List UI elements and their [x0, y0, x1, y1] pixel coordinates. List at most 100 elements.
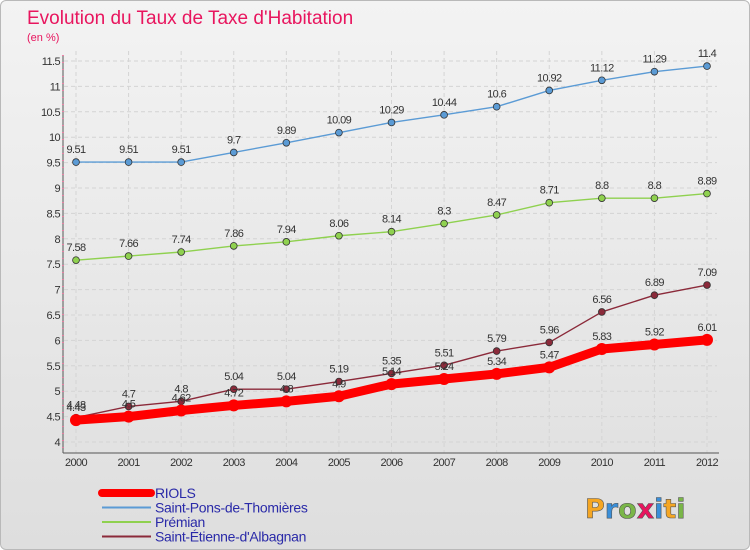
data-label: 8.89 [697, 176, 716, 188]
data-label: 7.58 [66, 242, 85, 254]
data-point [648, 338, 661, 351]
data-point [703, 62, 711, 70]
data-point [335, 128, 343, 137]
data-point [70, 414, 82, 427]
data-point [703, 281, 711, 289]
data-point [490, 367, 503, 380]
x-tick-label: 2007 [433, 457, 456, 469]
data-point [335, 231, 343, 240]
x-tick-label: 2012 [696, 457, 719, 469]
data-label: 9.51 [66, 144, 85, 156]
data-point [282, 238, 291, 246]
data-label: 8.3 [437, 206, 451, 218]
data-label: 8.06 [329, 218, 348, 230]
y-tick-label: 7.5 [47, 259, 61, 271]
brand-letter: x [637, 494, 654, 525]
data-label: 5.35 [382, 355, 401, 367]
data-point [229, 385, 238, 393]
data-label: 4.43 [66, 402, 85, 414]
data-point [492, 211, 501, 219]
y-tick-label: 6.5 [47, 310, 61, 322]
x-tick-label: 2009 [538, 457, 561, 469]
data-label: 5.24 [435, 361, 454, 373]
brand-letter: t [663, 494, 676, 525]
data-label: 11.12 [590, 62, 614, 74]
y-tick-label: 11.5 [42, 56, 61, 68]
brand-logo: Proxiti [585, 494, 686, 526]
data-label: 8.8 [648, 180, 662, 192]
data-point [385, 378, 398, 391]
x-tick-label: 2004 [275, 457, 298, 469]
data-label: 5.04 [277, 371, 296, 383]
data-point [282, 385, 291, 393]
data-label: 4.8 [280, 383, 294, 395]
brand-letter: r [605, 494, 619, 525]
data-point [177, 248, 185, 256]
data-label: 5.47 [540, 349, 559, 361]
data-point [701, 333, 713, 346]
data-label: 4.62 [172, 393, 191, 405]
y-tick-label: 8 [54, 234, 60, 246]
data-point [229, 148, 238, 157]
data-point [703, 189, 711, 198]
data-point [177, 158, 185, 166]
data-label: 7.66 [119, 238, 138, 250]
data-label: 4.8 [174, 383, 188, 395]
data-label: 4.72 [224, 387, 243, 399]
data-point [335, 377, 343, 386]
data-point [124, 402, 133, 411]
data-label: 4.48 [66, 400, 85, 412]
data-label: 10.09 [327, 115, 352, 127]
axes: 44.555.566.577.588.599.51010.51111.52000… [41, 55, 719, 469]
data-label: 10.29 [379, 104, 404, 116]
data-point [492, 102, 501, 111]
data-label: 9.51 [119, 144, 138, 156]
data-point [72, 158, 80, 166]
grid [64, 51, 717, 453]
data-label: 11.4 [698, 48, 717, 60]
data-label: 7.94 [277, 224, 296, 236]
x-tick-label: 2001 [118, 457, 141, 469]
data-point [387, 227, 396, 236]
data-label: 5.34 [487, 356, 506, 368]
brand-letter: i [676, 494, 685, 525]
x-tick-label: 2006 [380, 457, 403, 469]
data-point [438, 373, 451, 386]
data-label: 8.8 [595, 180, 609, 192]
data-point [598, 308, 606, 316]
y-tick-label: 6 [54, 335, 60, 347]
data-point [280, 395, 293, 408]
data-label: 4.7 [122, 388, 136, 400]
data-label: 7.74 [172, 234, 191, 246]
data-label: 7.09 [697, 267, 716, 279]
data-point [650, 67, 659, 76]
data-point [492, 347, 501, 355]
legend-label: Saint-Pons-de-Thomières [155, 500, 308, 516]
y-tick-label: 7 [54, 285, 60, 297]
y-tick-label: 4 [54, 437, 60, 449]
series-2: 7.58 7.66 7.74 7.86 7.94 8.06 8.14 8.3 8.47 8.71 8… [66, 176, 718, 264]
data-label: 5.51 [435, 347, 454, 359]
legend-label: Saint-Étienne-d'Albagnan [155, 529, 306, 545]
data-point [124, 158, 133, 166]
data-label: 4.5 [122, 399, 136, 411]
brand-letter: o [618, 494, 637, 525]
y-tick-label: 5 [54, 386, 60, 398]
data-label: 5.92 [645, 326, 664, 338]
data-point [227, 399, 240, 412]
legend-label: Prémian [155, 514, 205, 530]
data-point [122, 410, 135, 423]
data-point [387, 369, 396, 378]
x-tick-label: 2000 [65, 457, 88, 469]
data-label: 9.89 [277, 125, 296, 137]
data-label: 8.14 [382, 214, 401, 226]
series-1: 9.51 9.51 9.51 9.7 9.89 10.09 10.29 10.44 10.6 10… [66, 48, 717, 166]
data-label: 8.47 [487, 197, 506, 209]
y-tick-label: 10.5 [41, 107, 60, 119]
data-point [440, 111, 448, 119]
data-label: 6.89 [645, 277, 664, 289]
chart-title: Evolution du Taux de Taxe d'Habitation [27, 8, 353, 29]
data-point [440, 219, 448, 228]
